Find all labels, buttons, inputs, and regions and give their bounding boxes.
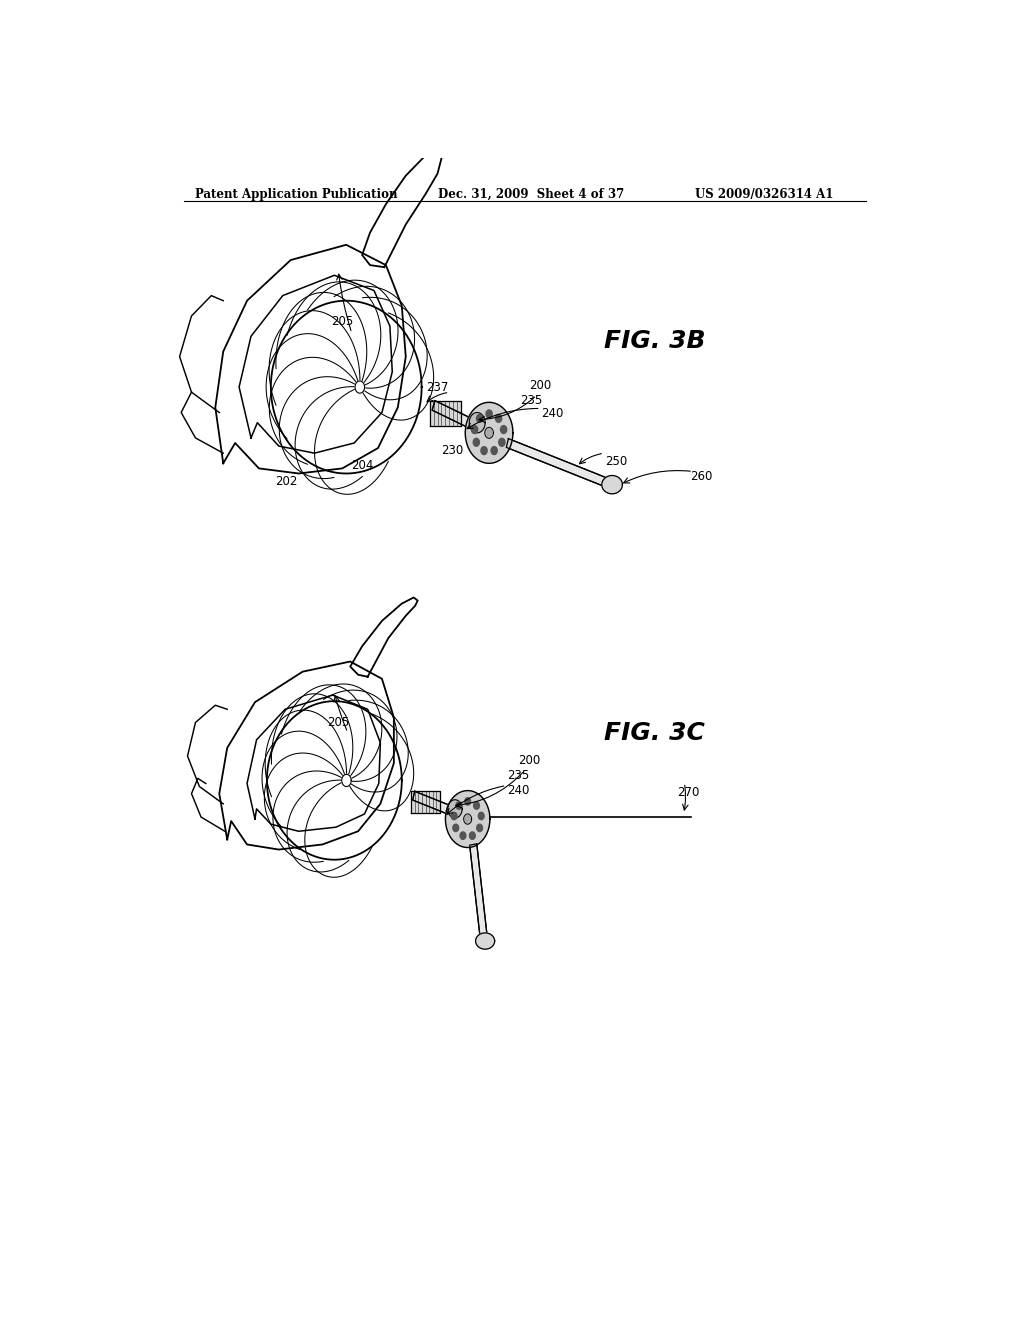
Text: Dec. 31, 2009  Sheet 4 of 37: Dec. 31, 2009 Sheet 4 of 37 [437, 187, 624, 201]
Polygon shape [432, 401, 475, 429]
Polygon shape [447, 800, 462, 818]
Polygon shape [602, 475, 623, 494]
Polygon shape [342, 775, 351, 787]
Text: FIG. 3C: FIG. 3C [604, 721, 706, 744]
Polygon shape [464, 814, 472, 824]
Polygon shape [445, 791, 489, 847]
Polygon shape [484, 428, 494, 438]
Polygon shape [475, 933, 495, 949]
Polygon shape [413, 791, 453, 816]
Text: 205: 205 [331, 314, 353, 327]
Polygon shape [456, 801, 462, 809]
Polygon shape [476, 414, 482, 422]
Polygon shape [465, 797, 471, 805]
Text: 270: 270 [677, 787, 699, 799]
Polygon shape [469, 413, 485, 433]
Text: 237: 237 [426, 380, 449, 393]
Polygon shape [501, 425, 507, 433]
Text: 250: 250 [605, 455, 627, 467]
Text: US 2009/0326314 A1: US 2009/0326314 A1 [695, 187, 834, 201]
Polygon shape [474, 801, 479, 809]
Polygon shape [481, 446, 487, 454]
Text: Patent Application Publication: Patent Application Publication [196, 187, 398, 201]
Polygon shape [470, 843, 487, 937]
Polygon shape [465, 403, 513, 463]
Polygon shape [486, 411, 493, 418]
Polygon shape [477, 824, 482, 832]
Polygon shape [469, 832, 475, 840]
Polygon shape [452, 812, 457, 820]
Polygon shape [453, 824, 459, 832]
Text: 240: 240 [542, 407, 564, 420]
Text: 235: 235 [520, 393, 543, 407]
Text: 202: 202 [275, 475, 298, 488]
Polygon shape [473, 438, 479, 446]
Polygon shape [430, 401, 462, 426]
Polygon shape [478, 812, 484, 820]
Text: 204: 204 [351, 459, 374, 471]
Polygon shape [460, 832, 466, 840]
Text: 235: 235 [507, 768, 529, 781]
Polygon shape [471, 425, 477, 433]
Polygon shape [496, 414, 502, 422]
Text: 230: 230 [440, 444, 463, 457]
Text: 200: 200 [529, 379, 552, 392]
Polygon shape [506, 438, 605, 486]
Text: 205: 205 [328, 715, 349, 729]
Text: 200: 200 [518, 754, 540, 767]
Polygon shape [355, 381, 365, 393]
Polygon shape [499, 438, 505, 446]
Polygon shape [492, 446, 498, 454]
Text: 260: 260 [690, 470, 712, 483]
Polygon shape [412, 791, 440, 813]
Text: FIG. 3B: FIG. 3B [604, 330, 706, 354]
Text: 240: 240 [507, 784, 529, 797]
